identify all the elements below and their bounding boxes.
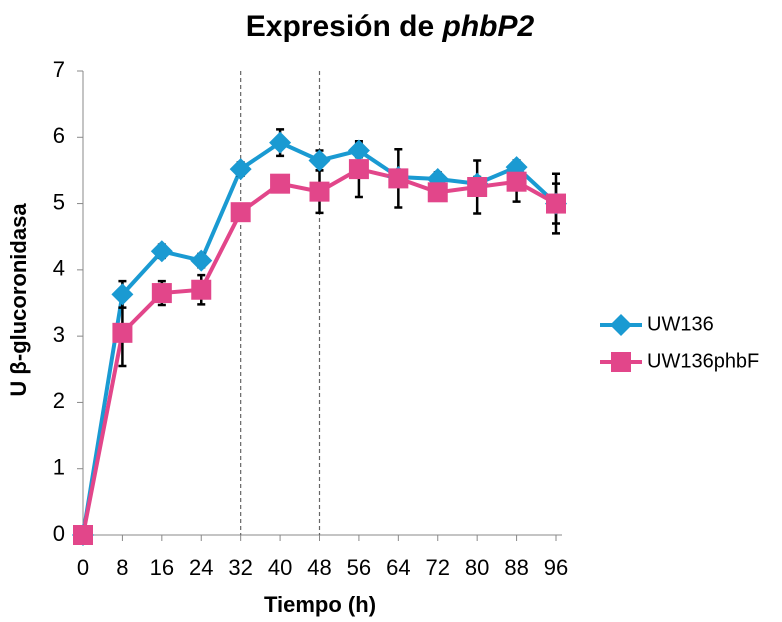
y-tick-label: 1 [53,455,65,480]
legend-label: UW136phbF [647,350,759,372]
y-tick-label: 2 [53,388,65,413]
y-tick-label: 7 [53,57,65,82]
marker [230,202,251,223]
marker [269,131,292,154]
x-tick-label: 72 [426,555,450,580]
marker [270,173,291,194]
title-text: Expresión de [246,10,434,43]
marker [151,283,172,304]
marker [427,182,448,203]
x-tick-label: 16 [150,555,174,580]
x-tick-label: 96 [544,555,568,580]
x-tick-label: 88 [504,555,528,580]
chart-title: Expresión de phbP2 [246,10,535,43]
title-italic: phbP2 [442,10,535,43]
y-tick-label: 3 [53,322,65,347]
marker [150,240,173,263]
marker [229,158,252,181]
x-axis-label: Tiempo (h) [264,592,376,617]
x-tick-label: 80 [465,555,489,580]
x-tick-label: 64 [386,555,410,580]
marker [348,159,369,180]
marker [388,168,409,189]
marker [506,171,527,192]
x-tick-label: 56 [347,555,371,580]
y-tick-label: 4 [53,256,65,281]
marker [347,139,370,162]
x-tick-label: 32 [228,555,252,580]
marker [190,249,213,272]
marker [467,177,488,197]
marker [111,283,134,306]
marker [73,525,93,545]
x-tick-label: 8 [116,555,128,580]
marker [191,279,212,300]
marker [611,352,631,372]
y-tick-label: 0 [53,521,65,546]
x-tick-label: 40 [268,555,292,580]
marker [546,193,566,214]
y-axis-label: U β-glucoronidasa [6,203,31,397]
marker [610,314,632,336]
x-tick-label: 0 [77,555,89,580]
legend-label: UW136 [647,313,714,335]
marker [309,181,330,202]
x-tick-label: 24 [189,555,213,580]
marker [308,149,331,172]
marker [112,322,133,343]
y-tick-label: 5 [53,189,65,214]
y-tick-label: 6 [53,123,65,148]
x-tick-label: 48 [307,555,331,580]
